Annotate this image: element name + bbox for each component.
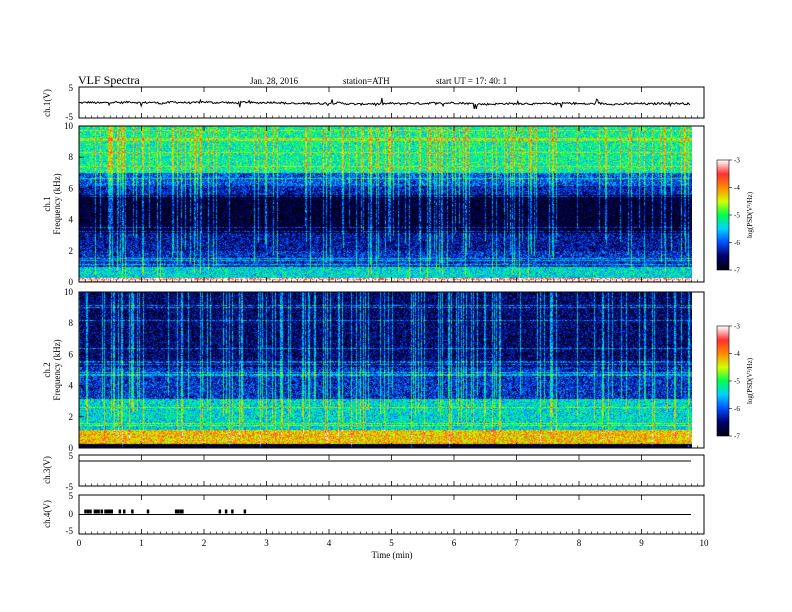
colorbar-tick-label: -4 [734, 184, 740, 192]
spec-ytick-label: 2 [69, 412, 74, 422]
ch4-pulse [89, 509, 92, 514]
ch4-pulse [106, 509, 109, 514]
ch4-ytick-label: 5 [69, 491, 74, 501]
spec-ytick-label: 6 [69, 183, 74, 193]
x-tick-label: 8 [577, 538, 582, 548]
ch2-colorbar-label: log(PSD(V²/Hz) [746, 357, 754, 404]
ch4-pulse [118, 509, 122, 514]
ch4-ytick-label: 0 [69, 509, 74, 519]
ch4-waveform-ylabel: ch.4(V) [42, 500, 52, 528]
colorbar-tick-label: -7 [734, 267, 740, 275]
ch1-colorbar-label: log(PSD(V²/Hz) [746, 191, 754, 238]
ch1-colorbar-wrap [717, 160, 729, 270]
ch4-pulse [84, 509, 87, 514]
spec-ytick-label: 6 [69, 349, 74, 359]
ch1-waveform-ylabel: ch.1(V) [42, 89, 52, 117]
station-label: station=ATH [343, 76, 390, 86]
x-tick-label: 7 [514, 538, 519, 548]
x-tick-label: 3 [264, 538, 269, 548]
ch3-ytick-label: 5 [69, 451, 74, 461]
x-tick-label: 2 [202, 538, 207, 548]
ch4-pulse [224, 509, 228, 514]
spec-ytick-label: 2 [69, 246, 74, 256]
colorbar-ticks: -3 -4 -5 -6 -7 -3 -4 -5 -6 -7 [729, 157, 740, 441]
ch4-ytick-label: -5 [66, 526, 74, 536]
x-tick-label: 6 [452, 538, 457, 548]
ch1-ytick-label: 5 [69, 83, 74, 93]
ch1-waveform-line [79, 97, 691, 110]
colorbar-tick-label: -7 [734, 433, 740, 441]
colorbar-tick-label: -5 [734, 378, 740, 386]
ch1-ytick-label: -5 [66, 112, 74, 122]
ch4-waveform [79, 509, 691, 515]
ch4-pulse [100, 509, 103, 514]
start-time-label: start UT = 17: 40: 1 [436, 76, 507, 86]
colorbar-tick-label: -5 [734, 212, 740, 220]
x-tick-label: 10 [700, 538, 710, 548]
ch2-colorbar-wrap [717, 326, 729, 436]
ch3-ytick-label: -5 [66, 482, 74, 492]
x-axis-ticks: 0 1 2 3 4 5 6 7 8 9 10 [77, 87, 709, 548]
ch1-spec-ylabel-1: ch.1 [42, 196, 52, 211]
ch4-pulse [110, 509, 113, 514]
x-tick-label: 5 [389, 538, 394, 548]
ch4-pulse [146, 509, 150, 514]
ch4-pulse [231, 509, 234, 514]
colorbar-tick-label: -3 [734, 157, 740, 165]
spec-ytick-label: 8 [69, 318, 74, 328]
ch2-spec-ylabel-2: Frequency (kHz) [52, 339, 62, 400]
ch4-pulse [108, 509, 111, 514]
spec-ytick-label: 8 [69, 152, 74, 162]
ch3-waveform-ylabel: ch.3(V) [42, 456, 52, 484]
ch4-pulse [218, 509, 222, 514]
ch4-pulse [93, 509, 97, 514]
colorbar-tick-label: -3 [734, 323, 740, 331]
spec-ytick-label: 10 [64, 287, 74, 297]
spec-ytick-label: 10 [64, 121, 74, 131]
x-tick-label: 9 [639, 538, 644, 548]
x-axis-label: Time (min) [372, 550, 413, 560]
date-label: Jan. 28, 2016 [250, 76, 298, 86]
ch1-spec-ylabel-2: Frequency (kHz) [52, 173, 62, 234]
ch2-spectrogram-canvas-wrap [79, 292, 692, 448]
spec-ytick-label: 0 [69, 277, 74, 287]
ch1-spectrogram-canvas-wrap [79, 126, 692, 282]
spec-ytick-label: 4 [69, 381, 74, 391]
ch4-pulse [86, 509, 90, 514]
colorbar-tick-label: -6 [734, 239, 740, 247]
colorbar-tick-label: -6 [734, 405, 740, 413]
spec-ytick-label: 0 [69, 443, 74, 453]
ch4-pulse [95, 509, 98, 514]
ch4-pulse [123, 509, 126, 514]
ch4-pulse [104, 509, 107, 514]
x-tick-label: 4 [327, 538, 332, 548]
ch2-spec-ylabel-1: ch.2 [42, 362, 52, 377]
ch4-pulse [176, 509, 180, 514]
ch1-waveform [79, 97, 691, 110]
ch4-pulse [97, 509, 100, 514]
spec-ytick-label: 4 [69, 215, 74, 225]
ch4-pulse [179, 509, 182, 514]
colorbar-tick-label: -4 [734, 350, 740, 358]
ch4-pulse [243, 509, 247, 514]
ch4-pulse [181, 509, 184, 514]
ch4-pulse [174, 509, 178, 514]
x-tick-label: 0 [77, 538, 82, 548]
ch2-spectrogram-canvas [79, 292, 692, 448]
ch1-spectrogram-canvas [79, 126, 692, 282]
x-tick-label: 1 [139, 538, 144, 548]
ch2-colorbar [717, 326, 729, 436]
ch1-colorbar [717, 160, 729, 270]
figure-title: VLF Spectra [78, 73, 140, 87]
ch4-pulse [131, 509, 134, 514]
